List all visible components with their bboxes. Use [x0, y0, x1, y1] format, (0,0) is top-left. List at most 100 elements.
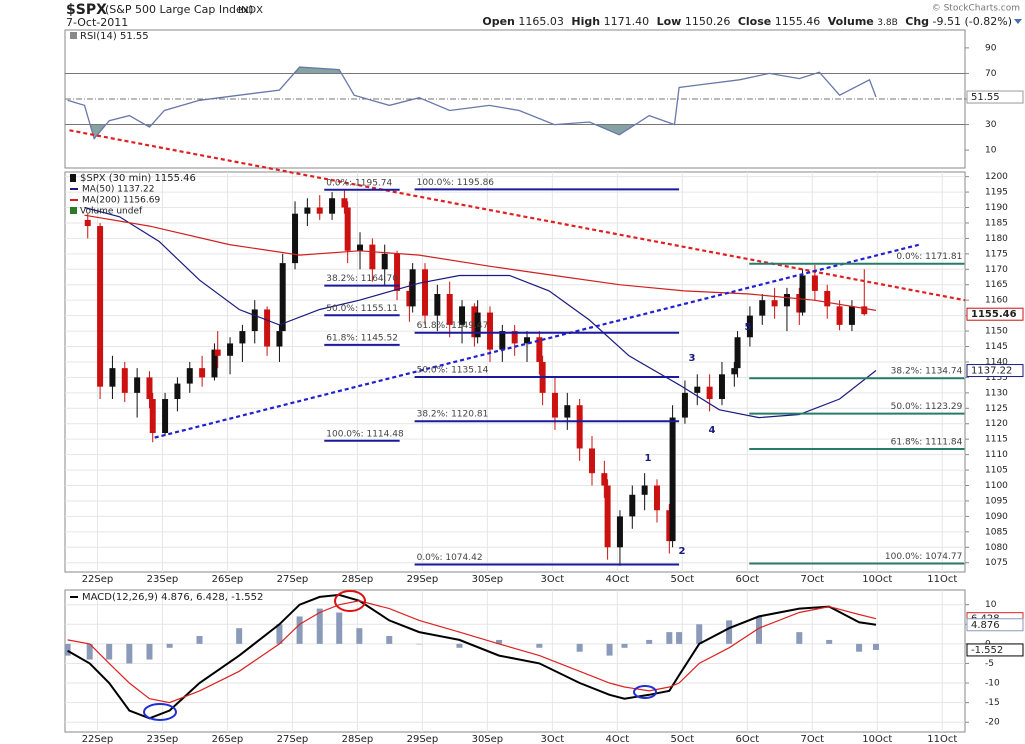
- y-tick-label: 30: [985, 120, 997, 130]
- y-tick-label: 1075: [985, 558, 1008, 568]
- y-tick-label: 10: [985, 600, 997, 610]
- fib-label: 61.8%: 1145.52: [326, 333, 398, 343]
- x-tick-label: 30Sep: [472, 734, 504, 744]
- panel: [64, 589, 966, 733]
- candle-body: [861, 306, 868, 315]
- panel-title: RSI(14) 51.55: [80, 31, 149, 42]
- y-tick-label: 1100: [985, 481, 1008, 491]
- y-tick-label: 1120: [985, 419, 1008, 429]
- fib-label: 100.0%: 1114.48: [326, 429, 404, 439]
- y-tick-label: 70: [985, 69, 997, 79]
- x-tick-label: 23Sep: [147, 734, 179, 744]
- candle-body: [551, 392, 558, 418]
- menu-arrow: [1014, 19, 1022, 24]
- y-tick-label: 1180: [985, 234, 1008, 244]
- candle-body: [771, 300, 778, 307]
- fib-label: 61.8%: 1149.47: [417, 321, 489, 331]
- panel-title: MACD(12,26,9) 4.876, 6.428, -1.552: [82, 592, 263, 603]
- candle-body: [471, 306, 478, 338]
- candle-body: [109, 368, 116, 387]
- histogram-bar: [496, 639, 503, 644]
- x-tick-label: 11Oct: [927, 574, 957, 585]
- last-value-label: 4.876: [971, 620, 1000, 631]
- candle-body: [564, 405, 571, 418]
- candle-body: [121, 368, 128, 393]
- candle-body: [134, 377, 141, 393]
- histogram-bar: [296, 616, 303, 644]
- candle-body: [811, 275, 818, 291]
- histogram-bar: [65, 643, 71, 656]
- macd-line: [67, 593, 877, 720]
- x-tick-label: 5Oct: [671, 734, 695, 744]
- candle-body: [848, 306, 855, 325]
- legend-icon: [70, 174, 76, 182]
- x-tick-label: 28Sep: [342, 574, 374, 585]
- candle-body: [162, 399, 169, 434]
- histogram-bar: [826, 639, 833, 644]
- y-tick-label: -20: [985, 718, 1000, 728]
- value-box: [966, 618, 1024, 632]
- x-tick-label: 10Oct: [862, 734, 892, 744]
- value-box: [966, 90, 1024, 104]
- candle-body: [796, 294, 803, 313]
- candle-body: [186, 368, 193, 384]
- x-tick-label: 23Sep: [147, 574, 179, 585]
- y-tick-label: 1125: [985, 404, 1008, 414]
- candle-body: [369, 244, 376, 270]
- histogram-bar: [872, 643, 879, 650]
- legend-entry: MA(50) 1137.22: [82, 185, 154, 195]
- y-tick-label: 1140: [985, 357, 1008, 367]
- y-tick-label: 1110: [985, 450, 1008, 460]
- candle-body: [576, 405, 583, 449]
- candle-body: [653, 485, 660, 511]
- candle-body: [174, 383, 181, 400]
- candle-body: [604, 485, 611, 548]
- candle-body: [511, 331, 518, 344]
- x-tick-label: 27Sep: [277, 734, 309, 744]
- candle-body: [406, 290, 413, 307]
- plots: 1030507090RSI(14) 51.5551.5522Sep23Sep26…: [64, 29, 1024, 744]
- candle-body: [381, 253, 388, 270]
- fib-label: 50.0%: 1123.29: [891, 402, 963, 412]
- y-tick-label: 1165: [985, 280, 1008, 290]
- candle-body: [759, 300, 766, 316]
- candle-body: [97, 226, 104, 387]
- last-value-label: -1.552: [971, 645, 1003, 656]
- symbol: $SPX: [66, 2, 107, 18]
- candle-body: [783, 294, 790, 307]
- y-tick-label: 1170: [985, 265, 1008, 275]
- candle-body: [446, 294, 453, 325]
- close-label: Close: [738, 15, 771, 28]
- last-value-label: 1137.22: [971, 366, 1012, 377]
- candle-body: [251, 309, 258, 332]
- candle-body: [357, 244, 364, 251]
- y-tick-label: -10: [985, 679, 1000, 689]
- histogram-bar: [646, 639, 653, 644]
- macd-labels: MACD(12,26,9) 4.876, 6.428, -1.5526.4284…: [70, 592, 1024, 657]
- candle-body: [718, 374, 725, 400]
- moving-average: [84, 206, 877, 419]
- y-tick-label: 1130: [985, 388, 1008, 398]
- index-name: (S&P 500 Large Cap Index): [105, 3, 253, 16]
- y-tick-label: 1085: [985, 527, 1008, 537]
- histogram-bar: [126, 643, 133, 664]
- histogram-bar: [606, 643, 613, 656]
- x-tick-label: 22Sep: [82, 734, 114, 744]
- fib-label: 38.2%: 1120.81: [417, 410, 489, 420]
- x-tick-label: 4Oct: [606, 574, 630, 585]
- chg: -9.51 (-0.82%): [933, 15, 1012, 28]
- histogram-bar: [356, 628, 363, 644]
- fib-label: 100.0%: 1195.86: [417, 178, 495, 188]
- chg-label: Chg: [905, 15, 929, 28]
- candle-body: [214, 349, 221, 356]
- candle-body: [524, 337, 531, 344]
- candle-body: [292, 213, 299, 264]
- y-tick-label: 1080: [985, 543, 1008, 553]
- candle-body: [836, 306, 843, 325]
- candle-body: [486, 312, 493, 350]
- wave-label: 3: [689, 353, 696, 364]
- copyright: © StockCharts.com: [932, 4, 1020, 14]
- candle-body: [422, 269, 428, 316]
- x-tick-label: 4Oct: [606, 734, 630, 744]
